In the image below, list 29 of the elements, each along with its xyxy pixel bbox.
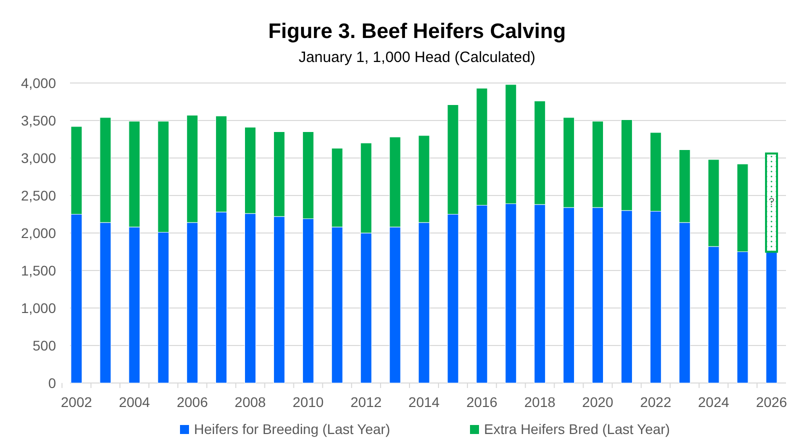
x-tick-label: 2008: [234, 394, 266, 410]
y-tick-label: 2,000: [20, 224, 56, 241]
y-tick-label: 500: [32, 337, 56, 354]
y-tick-label: 0: [48, 374, 56, 391]
x-tick-label: 2006: [176, 394, 208, 410]
x-tick-label: 2022: [640, 394, 672, 410]
y-tick-label: 1,500: [20, 262, 56, 278]
y-tick-label: 4,000: [20, 74, 56, 91]
x-tick-label: 2024: [698, 394, 730, 410]
x-tick-label: 2012: [350, 394, 382, 410]
y-tick-label: 1,000: [20, 300, 56, 316]
x-tick-label: 2004: [118, 394, 150, 410]
x-tick-label: 2026: [756, 394, 788, 410]
x-tick-label: 2002: [60, 394, 92, 410]
chart-subtitle: January 1, 1,000 Head (Calculated): [298, 49, 536, 66]
x-tick-label: 2010: [292, 394, 324, 410]
chart-title: Figure 3. Beef Heifers Calving: [268, 20, 566, 43]
annotation: ?: [768, 197, 775, 208]
bar: [765, 152, 778, 253]
x-tick-label: 2014: [408, 394, 440, 410]
legend-label: Heifers for Breeding (Last Year): [194, 421, 390, 437]
x-tick-label: 2018: [524, 394, 556, 410]
y-tick-label: 3,000: [20, 150, 56, 166]
legend-label: Extra Heifers Bred (Last Year): [484, 421, 670, 437]
bar: [766, 252, 778, 384]
y-tick-label: 3,500: [20, 112, 56, 128]
x-tick-label: 2016: [466, 394, 498, 410]
x-tick-label: 2020: [582, 394, 614, 410]
y-tick-label: 2,500: [20, 187, 56, 204]
